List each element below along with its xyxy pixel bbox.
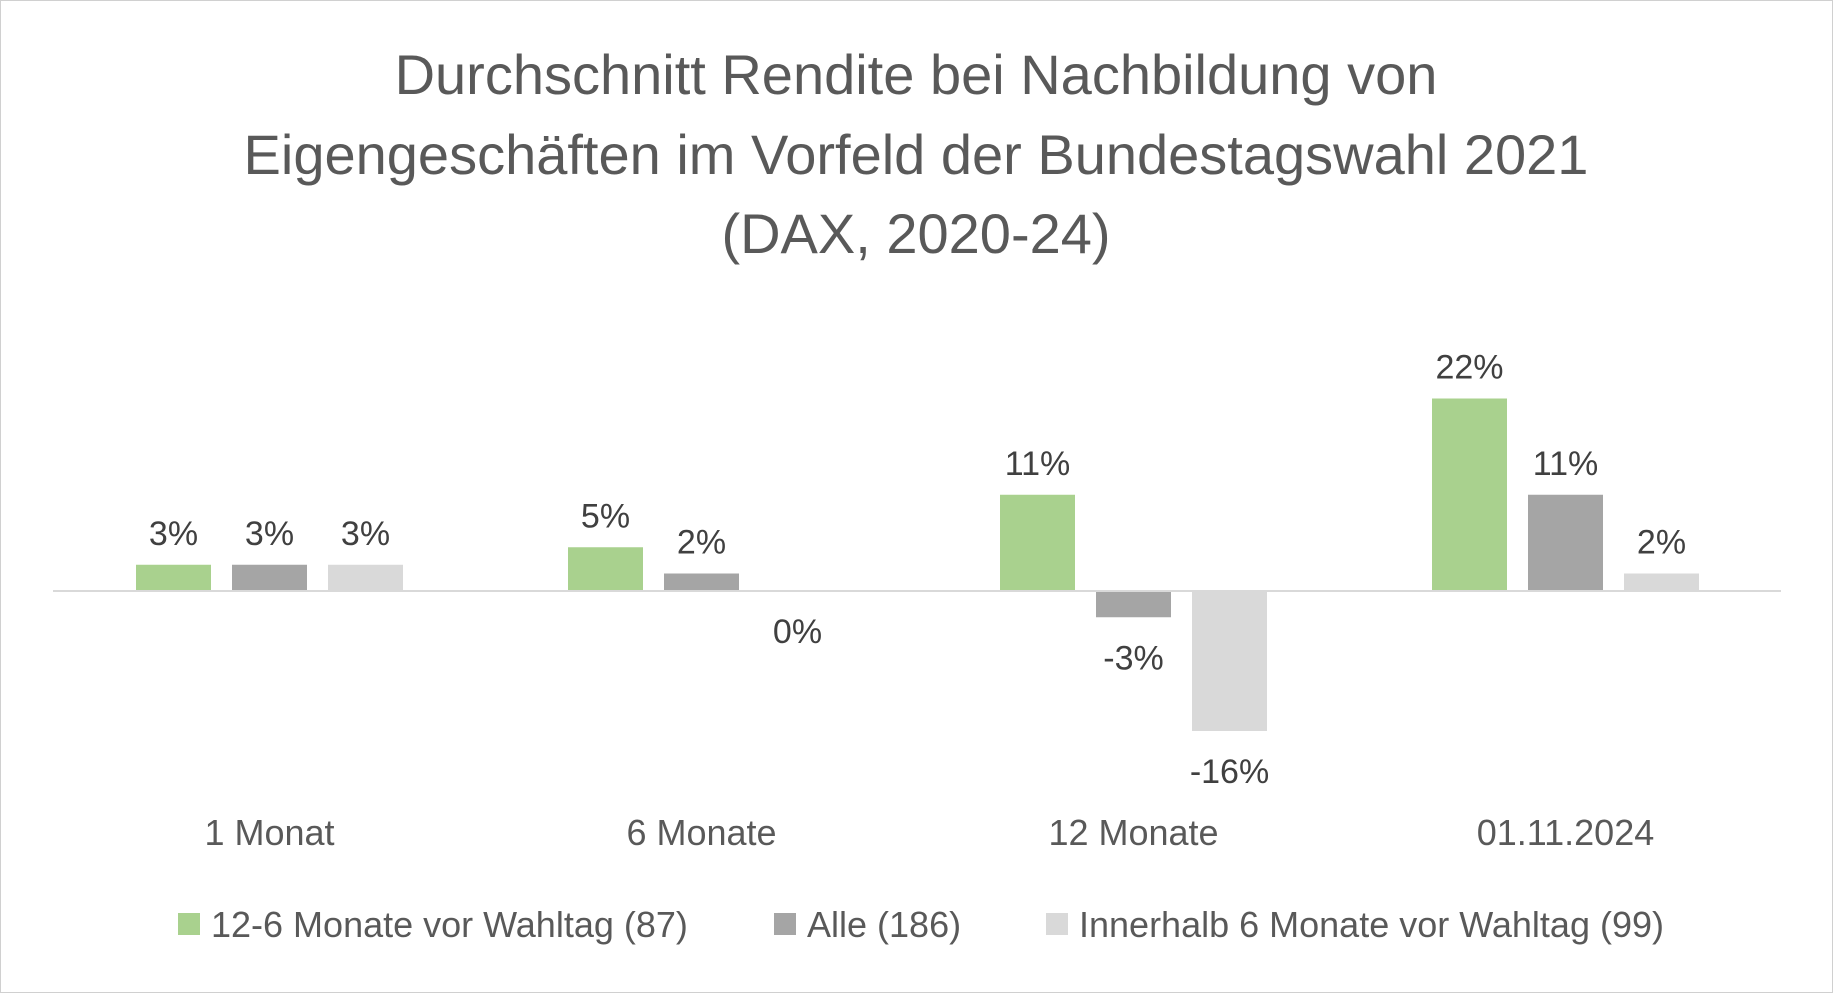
data-label-2-2: 2% <box>677 524 726 562</box>
data-labels: 3% 3% 3% 5% 2% 0% 11% -3% -16% 22% 11% 2% <box>149 349 1686 792</box>
data-label-3-2: 0% <box>773 613 822 651</box>
data-label-1-1: 3% <box>149 515 198 553</box>
bar-3-4 <box>1624 573 1699 591</box>
bar-1-2 <box>568 547 643 591</box>
category-label-4: 01.11.2024 <box>1477 812 1655 853</box>
legend-swatch-2 <box>774 913 796 935</box>
bars <box>136 398 1699 731</box>
chart-title-line-1: Durchschnitt Rendite bei Nachbildung von <box>395 43 1438 106</box>
category-label-1: 1 Monat <box>204 812 334 853</box>
legend-swatch-3 <box>1046 913 1068 935</box>
legend-label-1: 12-6 Monate vor Wahltag (87) <box>211 904 688 945</box>
data-label-3-3: -16% <box>1190 753 1269 791</box>
category-label-2: 6 Monate <box>626 812 776 853</box>
data-label-3-1: 3% <box>341 515 390 553</box>
data-label-1-4: 22% <box>1435 349 1503 387</box>
bar-1-4 <box>1432 398 1507 591</box>
data-label-2-1: 3% <box>245 515 294 553</box>
legend-swatch-1 <box>178 913 200 935</box>
data-label-1-3: 11% <box>1005 445 1071 483</box>
bar-2-2 <box>664 573 739 591</box>
data-label-2-3: -3% <box>1103 639 1163 677</box>
bar-2-3 <box>1096 591 1171 618</box>
data-label-1-2: 5% <box>581 497 630 535</box>
data-label-2-4: 11% <box>1533 445 1599 483</box>
data-label-3-4: 2% <box>1637 524 1686 562</box>
chart-title-line-3: (DAX, 2020-24) <box>721 202 1110 265</box>
legend-label-3: Innerhalb 6 Monate vor Wahltag (99) <box>1079 904 1664 945</box>
bar-3-3 <box>1192 591 1267 731</box>
bar-2-4 <box>1528 494 1603 591</box>
legend-label-2: Alle (186) <box>807 904 961 945</box>
bar-2-1 <box>232 564 307 591</box>
category-labels: 1 Monat 6 Monate 12 Monate 01.11.2024 <box>204 812 1654 853</box>
category-label-3: 12 Monate <box>1048 812 1218 853</box>
chart-title: Durchschnitt Rendite bei Nachbildung von… <box>244 43 1589 265</box>
legend: 12-6 Monate vor Wahltag (87) Alle (186) In… <box>178 904 1664 945</box>
bar-1-3 <box>1000 494 1075 591</box>
bar-1-1 <box>136 564 211 591</box>
bar-3-1 <box>328 564 403 591</box>
chart-title-line-2: Eigengeschäften im Vorfeld der Bundestag… <box>244 123 1589 186</box>
